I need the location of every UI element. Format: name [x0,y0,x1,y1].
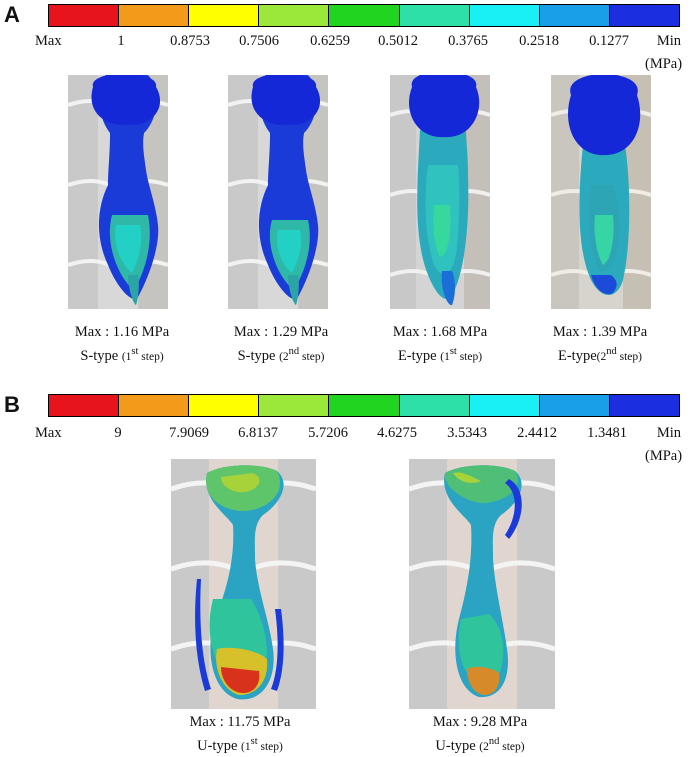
colorbar-a-tick: 0.8753 [170,33,210,49]
colorbar-a-seg [189,5,260,26]
fe-model-e-type-2nd-step [551,75,651,309]
step-paren-open: ( [121,350,126,363]
colorbar-a-tick: 1 [117,33,125,49]
fe-model-s-type-2nd-step [228,75,328,309]
model-type-label: E-type (1st step) [393,342,487,367]
colorbar-a-tick: 0.1277 [589,33,629,49]
colorbar-a-tick: 0.7506 [239,33,279,49]
step-word: step) [299,350,325,363]
step-paren-open: ( [596,350,601,363]
colorbar-a-seg [609,5,679,26]
step-ordinal: st [250,736,258,747]
caption-e-type-1st-step: Max : 1.68 MPa E-type (1st step) [393,322,487,367]
colorbar-a-tick: 0.2518 [519,33,559,49]
colorbar-a-tick: 0.5012 [378,33,418,49]
colorbar-b-seg [329,395,400,416]
model-type-label: E-type(2nd step) [553,342,647,367]
colorbar-b-tick: 1.3481 [587,425,627,441]
step-word: step) [616,350,642,363]
caption-s-type-1st-step: Max : 1.16 MPa S-type (1st step) [75,322,169,367]
colorbar-a-seg [259,5,330,26]
colorbar-a-seg [49,5,120,26]
colorbar-b-seg [469,395,540,416]
fe-model-u-type-2nd-step [409,459,555,709]
colorbar-a-tick: 0.6259 [310,33,350,49]
colorbar-b-tick: 2.4412 [517,425,557,441]
step-word: step) [138,350,164,363]
panel-label-b: B [4,392,20,417]
colorbar-b-seg [399,395,470,416]
max-stress-label: Max : 1.29 MPa [233,324,329,340]
colorbar-a-max-label: Max [35,33,62,49]
step-ordinal: nd [488,736,500,747]
colorbar-a-unit: (MPa) [645,56,683,72]
colorbar-a-tick: 0.3765 [448,33,488,49]
caption-u-type-2nd-step: Max : 9.28 MPa U-type (2nd step) [433,712,527,757]
colorbar-b-tick: 5.7206 [308,425,348,441]
model-type-label: S-type (1st step) [75,342,169,367]
colorbar-b-tick: 4.6275 [377,425,417,441]
model-type-name: E-type [397,347,437,364]
colorbar-b-tick: 7.9069 [169,425,209,441]
max-stress-label: Max : 1.39 MPa [552,324,648,340]
step-word: step) [456,350,483,363]
colorbar-b [48,394,680,417]
caption-s-type-2nd-step: Max : 1.29 MPa S-type (2nd step) [234,322,328,367]
colorbar-a-seg [469,5,540,26]
model-type-label: S-type (2nd step) [234,342,328,367]
colorbar-b-tick: 3.5343 [447,425,487,441]
step-ordinal: st [449,346,457,357]
colorbar-a-seg [399,5,470,26]
colorbar-a-seg [539,5,610,26]
model-type-name: S-type [80,347,119,364]
fe-model-s-type-1st-step [68,75,168,309]
fe-model-u-type-1st-step [171,459,316,709]
step-number: 2 [282,350,289,363]
step-paren-open: ( [440,350,445,363]
step-ordinal: st [131,346,139,357]
colorbar-a-min-label: Min [656,33,681,49]
model-type-label: U-type (1st step) [190,732,291,757]
colorbar-b-seg [609,395,679,416]
model-type-name: S-type [237,347,276,364]
step-ordinal: nd [288,346,300,357]
step-number: 2 [600,350,607,363]
step-paren-open: ( [279,350,283,363]
max-stress-label: Max : 9.28 MPa [432,714,528,730]
max-stress-label: Max : 11.75 MPa [189,714,291,730]
colorbar-b-seg [539,395,610,416]
caption-u-type-1st-step: Max : 11.75 MPa U-type (1st step) [190,712,291,757]
step-number: 1 [125,350,132,363]
max-stress-label: Max : 1.16 MPa [74,324,170,340]
caption-e-type-2nd-step: Max : 1.39 MPa E-type(2nd step) [553,322,647,367]
fe-model-e-type-1st-step [390,75,490,309]
colorbar-b-min-label: Min [656,425,681,441]
colorbar-b-tick: 6.8137 [238,425,278,441]
colorbar-b-max-label: Max [35,425,62,441]
colorbar-b-seg [189,395,260,416]
model-type-label: U-type (2nd step) [433,732,527,757]
colorbar-a-seg [329,5,400,26]
colorbar-b-seg [119,395,190,416]
model-type-name: E-type [558,347,597,364]
colorbar-b-unit: (MPa) [645,448,683,464]
max-stress-label: Max : 1.68 MPa [392,324,488,340]
step-ordinal: nd [606,346,617,357]
colorbar-a-seg [119,5,190,26]
panel-label-a: A [4,2,20,27]
colorbar-a [48,4,680,27]
step-number: 1 [444,350,450,363]
step-word: step) [257,740,283,753]
step-word: step) [499,740,525,753]
colorbar-b-tick: 9 [114,425,122,441]
colorbar-b-seg [49,395,120,416]
colorbar-b-seg [259,395,330,416]
